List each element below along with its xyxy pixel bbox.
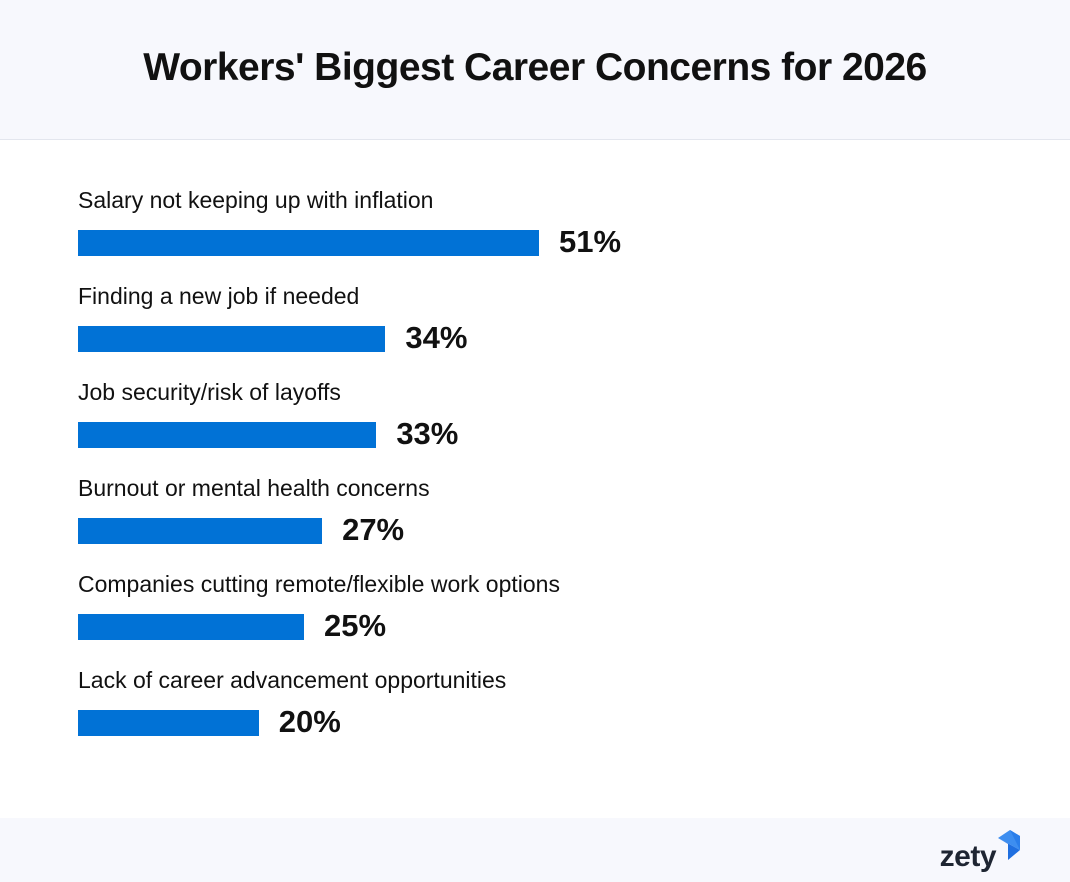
bar-label: Job security/risk of layoffs (78, 379, 341, 405)
bar (78, 230, 540, 256)
bar (78, 614, 304, 640)
bar-value-label: 33% (396, 416, 459, 451)
bar (78, 326, 386, 352)
bar-row: Burnout or mental health concerns 27% (78, 474, 978, 554)
bar (78, 518, 323, 544)
bar-label: Salary not keeping up with inflation (78, 187, 434, 213)
bar-row: Salary not keeping up with inflation 51% (78, 186, 978, 266)
zety-logo-mark-icon (998, 830, 1020, 860)
footer: zety (0, 818, 1070, 882)
bar-row: Finding a new job if needed 34% (78, 282, 978, 362)
bar-row: Lack of career advancement opportunities… (78, 666, 978, 746)
bar-row: Job security/risk of layoffs 33% (78, 378, 978, 458)
brand-name: zety (939, 840, 997, 873)
chart-title: Workers' Biggest Career Concerns for 202… (143, 45, 927, 89)
bar-label: Lack of career advancement opportunities (78, 667, 507, 693)
chart-header: Workers' Biggest Career Concerns for 202… (0, 0, 1070, 140)
bar-value-label: 51% (559, 224, 622, 259)
bar-label: Companies cutting remote/flexible work o… (78, 571, 560, 597)
bar-value-label: 25% (324, 608, 387, 643)
bar-label: Finding a new job if needed (78, 283, 360, 309)
bar-label: Burnout or mental health concerns (78, 475, 430, 501)
bar-value-label: 27% (342, 512, 405, 547)
bar-row: Companies cutting remote/flexible work o… (78, 570, 978, 650)
bar (78, 422, 377, 448)
bar-value-label: 34% (405, 320, 468, 355)
bar-value-label: 20% (278, 704, 341, 739)
zety-logo: zety (940, 830, 1020, 874)
bar (78, 710, 259, 736)
